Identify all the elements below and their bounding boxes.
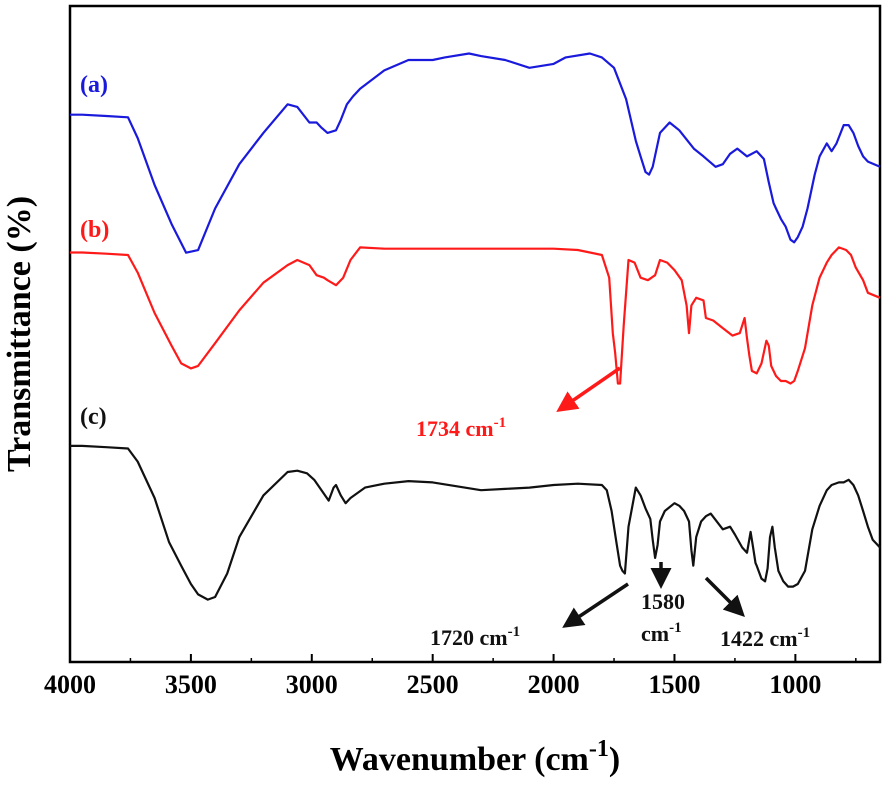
arrow-1422	[704, 576, 745, 617]
annotation-1422: 1422 cm-1	[720, 625, 810, 651]
arrow-1720	[562, 582, 629, 628]
series-label-c: (c)	[80, 404, 107, 430]
annotation-1580-value: 1580	[641, 589, 685, 614]
annotation-1720: 1720 cm-1	[430, 624, 520, 650]
series-line-c	[70, 444, 881, 601]
annotation-1580-unit: cm-1	[641, 620, 682, 646]
x-tick-label: 3000	[286, 670, 338, 699]
y-axis-title: Transmittance (%)	[1, 196, 38, 472]
series-line-b	[70, 246, 881, 385]
annotation-1734: 1734 cm-1	[416, 415, 506, 441]
x-tick-label: 4000	[44, 670, 96, 699]
x-tick-label: 2500	[407, 670, 459, 699]
x-axis-title: Wavenumber (cm-1)	[330, 736, 620, 778]
x-tick-label: 3500	[165, 670, 217, 699]
series-label-a: (a)	[80, 72, 108, 98]
x-tick-label: 1000	[769, 670, 821, 699]
x-tick-label: 1500	[648, 670, 700, 699]
series-label-b: (b)	[80, 217, 109, 243]
series-line-a	[70, 52, 881, 254]
x-axis-ticks: 4000 3500 3000 2500 2000 1500 1000	[44, 654, 857, 699]
arrow-1734	[556, 366, 621, 412]
plot-frame	[68, 4, 882, 664]
x-tick-label: 2000	[528, 670, 580, 699]
